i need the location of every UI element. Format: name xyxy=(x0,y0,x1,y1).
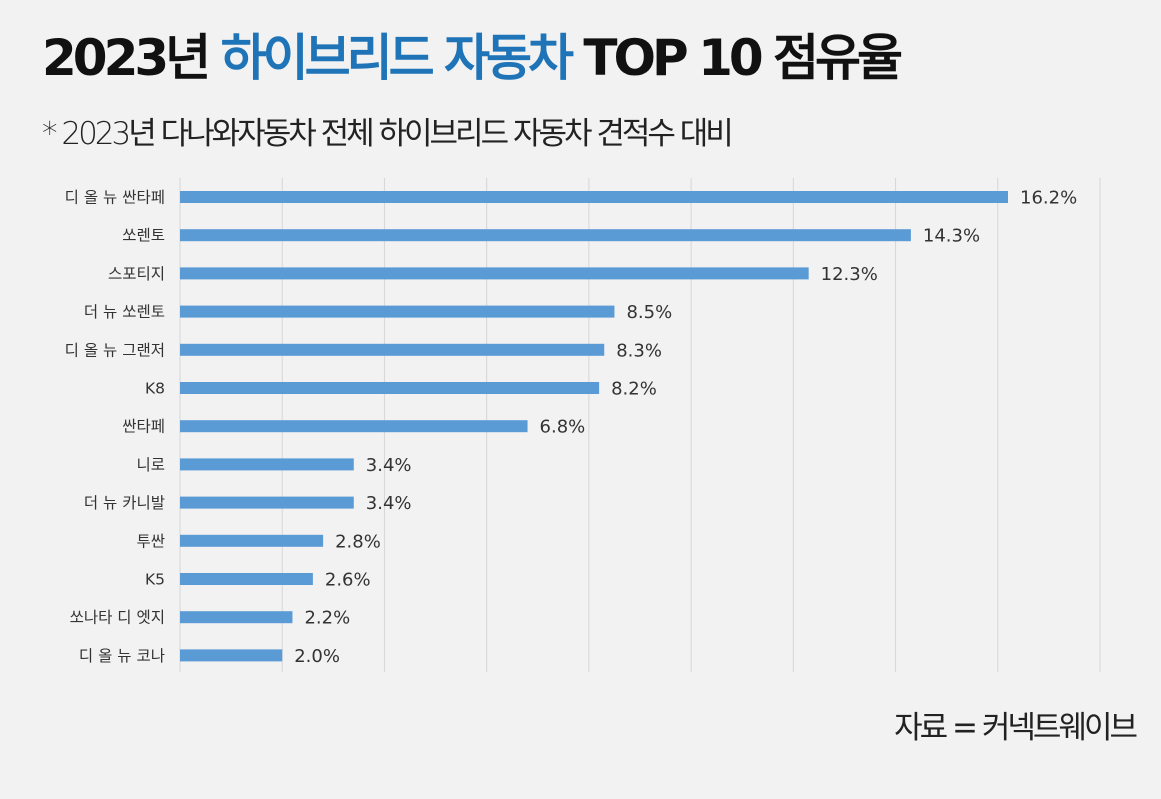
title-highlight: 하이브리드 자동차 xyxy=(220,29,574,87)
value-label: 2.6% xyxy=(325,570,371,591)
value-label: 16.2% xyxy=(1020,188,1077,209)
bar xyxy=(180,305,615,318)
category-label: 더 뉴 쏘렌토 xyxy=(84,303,165,321)
bar xyxy=(180,534,324,547)
value-label: 8.5% xyxy=(626,302,672,323)
bar xyxy=(180,267,809,280)
category-label: 쏘나타 디 엣지 xyxy=(70,609,165,627)
category-label: 쏘렌토 xyxy=(122,227,165,245)
category-label: 싼타페 xyxy=(122,418,165,436)
bar xyxy=(180,420,528,433)
bar xyxy=(180,496,354,509)
bar xyxy=(180,229,911,242)
value-label: 12.3% xyxy=(821,264,878,285)
value-label: 6.8% xyxy=(540,417,586,438)
value-label: 8.3% xyxy=(616,340,662,361)
value-label: 8.2% xyxy=(611,379,657,400)
value-label: 2.0% xyxy=(294,646,340,667)
category-label: 스포티지 xyxy=(108,265,165,283)
chart-subtitle: * 2023년 다나와자동차 전체 하이브리드 자동차 견적수 대비 xyxy=(42,116,734,152)
bar xyxy=(180,382,600,394)
category-label: 더 뉴 카니발 xyxy=(84,494,165,512)
bar xyxy=(180,458,354,471)
bar xyxy=(180,343,605,356)
category-label: 디 올 뉴 싼타페 xyxy=(65,189,165,207)
title-suffix: TOP 10 점유율 xyxy=(570,29,903,87)
source-note: 자료 = 커넥트웨이브 xyxy=(894,710,1138,746)
value-label: 3.4% xyxy=(366,493,412,514)
value-label: 3.4% xyxy=(366,455,412,476)
category-label: K5 xyxy=(145,571,165,589)
value-label: 2.8% xyxy=(335,531,381,552)
chart-title: 2023년 하이브리드 자동차 TOP 10 점유율 xyxy=(42,18,903,90)
value-label: 14.3% xyxy=(923,226,980,247)
bar xyxy=(180,649,283,662)
bar xyxy=(180,611,293,624)
title-prefix: 2023년 xyxy=(42,29,221,87)
value-label: 2.2% xyxy=(304,608,350,629)
category-label: 투싼 xyxy=(136,532,165,550)
bar xyxy=(180,191,1008,203)
bar xyxy=(180,573,313,585)
category-label: 니로 xyxy=(136,456,165,474)
category-label: K8 xyxy=(145,380,165,398)
category-label: 디 올 뉴 그랜저 xyxy=(65,341,165,359)
category-label: 디 올 뉴 코나 xyxy=(79,647,165,665)
